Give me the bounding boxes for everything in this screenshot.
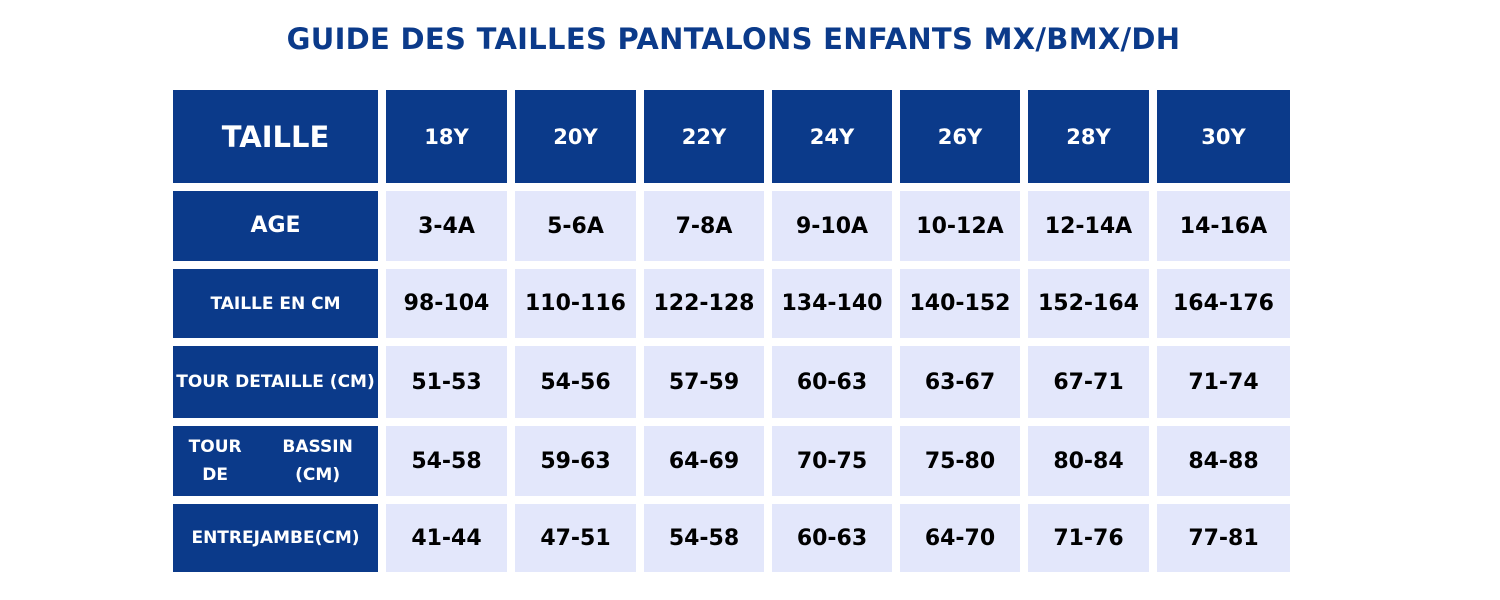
row-label-line: TAILLE (CM) xyxy=(260,372,375,392)
row-label: AGE xyxy=(173,191,378,261)
row-label: TOUR DE BASSIN (CM) xyxy=(173,426,378,496)
table-cell: 41-44 xyxy=(386,504,507,572)
table-cell: 63-67 xyxy=(900,346,1020,418)
row-label-line: TOUR DE xyxy=(176,372,261,392)
table-cell: 5-6A xyxy=(515,191,636,261)
table-cell: 71-76 xyxy=(1028,504,1149,572)
table-cell: 54-58 xyxy=(644,504,764,572)
row-label: TAILLE EN CM xyxy=(173,269,378,338)
row-label: ENTREJAMBE (CM) xyxy=(173,504,378,572)
row-label-line: BASSIN (CM) xyxy=(282,437,353,485)
table-cell: 51-53 xyxy=(386,346,507,418)
table-cell: 164-176 xyxy=(1157,269,1290,338)
table-cell: 71-74 xyxy=(1157,346,1290,418)
table-cell: 64-69 xyxy=(644,426,764,496)
table-cell: 80-84 xyxy=(1028,426,1149,496)
size-chart-table: TAILLE 18Y 20Y 22Y 24Y 26Y 28Y 30Y AGE 3-4A 5-6A 7-… xyxy=(173,90,1290,572)
column-header: 26Y xyxy=(900,90,1020,183)
table-cell: 60-63 xyxy=(772,346,892,418)
table-cell: 9-10A xyxy=(772,191,892,261)
column-header: 28Y xyxy=(1028,90,1149,183)
page-title: GUIDE DES TAILLES PANTALONS ENFANTS MX/B… xyxy=(286,22,1181,56)
header-corner: TAILLE xyxy=(173,90,378,183)
table-cell: 110-116 xyxy=(515,269,636,338)
column-header: 24Y xyxy=(772,90,892,183)
table-cell: 70-75 xyxy=(772,426,892,496)
column-header: 22Y xyxy=(644,90,764,183)
table-cell: 12-14A xyxy=(1028,191,1149,261)
table-cell: 3-4A xyxy=(386,191,507,261)
table-cell: 59-63 xyxy=(515,426,636,496)
table-cell: 60-63 xyxy=(772,504,892,572)
column-header: 30Y xyxy=(1157,90,1290,183)
row-label: TOUR DE TAILLE (CM) xyxy=(173,346,378,418)
row-label-line: ENTREJAMBE xyxy=(191,528,315,548)
row-label-line: AGE xyxy=(250,213,301,238)
table-cell: 122-128 xyxy=(644,269,764,338)
table-cell: 98-104 xyxy=(386,269,507,338)
table-cell: 10-12A xyxy=(900,191,1020,261)
table-cell: 57-59 xyxy=(644,346,764,418)
column-header: 20Y xyxy=(515,90,636,183)
table-cell: 54-56 xyxy=(515,346,636,418)
table-cell: 77-81 xyxy=(1157,504,1290,572)
table-cell: 7-8A xyxy=(644,191,764,261)
table-cell: 64-70 xyxy=(900,504,1020,572)
row-label-line: (CM) xyxy=(314,528,360,548)
table-cell: 54-58 xyxy=(386,426,507,496)
table-cell: 134-140 xyxy=(772,269,892,338)
table-cell: 47-51 xyxy=(515,504,636,572)
table-cell: 75-80 xyxy=(900,426,1020,496)
table-cell: 140-152 xyxy=(900,269,1020,338)
row-label-line: TOUR DE xyxy=(188,437,242,485)
table-cell: 84-88 xyxy=(1157,426,1290,496)
column-header: 18Y xyxy=(386,90,507,183)
table-cell: 152-164 xyxy=(1028,269,1149,338)
row-label-line: TAILLE EN CM xyxy=(210,293,341,314)
table-cell: 14-16A xyxy=(1157,191,1290,261)
table-cell: 67-71 xyxy=(1028,346,1149,418)
